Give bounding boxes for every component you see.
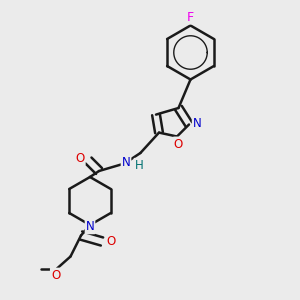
Text: N: N	[85, 220, 94, 233]
Text: N: N	[193, 117, 202, 130]
Text: O: O	[51, 268, 60, 282]
Text: O: O	[174, 137, 183, 151]
Text: O: O	[76, 152, 85, 165]
Text: O: O	[106, 235, 116, 248]
Text: F: F	[187, 11, 194, 24]
Text: H: H	[134, 159, 143, 172]
Text: N: N	[122, 155, 130, 169]
